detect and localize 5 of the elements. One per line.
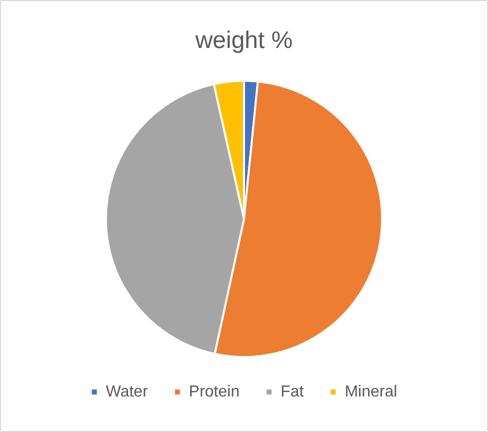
legend-label: Mineral bbox=[344, 383, 398, 400]
legend-label: Protein bbox=[188, 383, 240, 400]
chart-title: weight % bbox=[194, 27, 293, 54]
legend-label: Fat bbox=[280, 383, 304, 400]
legend-label: Water bbox=[106, 383, 149, 400]
